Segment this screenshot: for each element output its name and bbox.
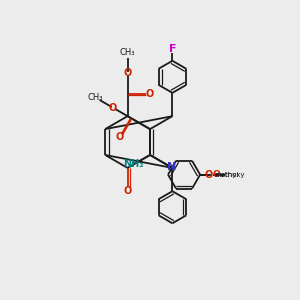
- Text: CH₃: CH₃: [88, 93, 103, 102]
- Text: O: O: [124, 68, 132, 78]
- Text: CH₃: CH₃: [120, 49, 135, 58]
- Text: O: O: [213, 170, 220, 179]
- Text: O: O: [205, 169, 213, 180]
- Text: O: O: [116, 132, 124, 142]
- Text: O: O: [109, 103, 117, 112]
- Text: O: O: [146, 89, 154, 99]
- Text: NH₂: NH₂: [123, 159, 144, 170]
- Text: methoxy: methoxy: [214, 172, 245, 178]
- Text: methyl: methyl: [215, 172, 239, 178]
- Text: N: N: [167, 162, 176, 172]
- Text: O: O: [124, 186, 132, 196]
- Text: F: F: [169, 44, 176, 54]
